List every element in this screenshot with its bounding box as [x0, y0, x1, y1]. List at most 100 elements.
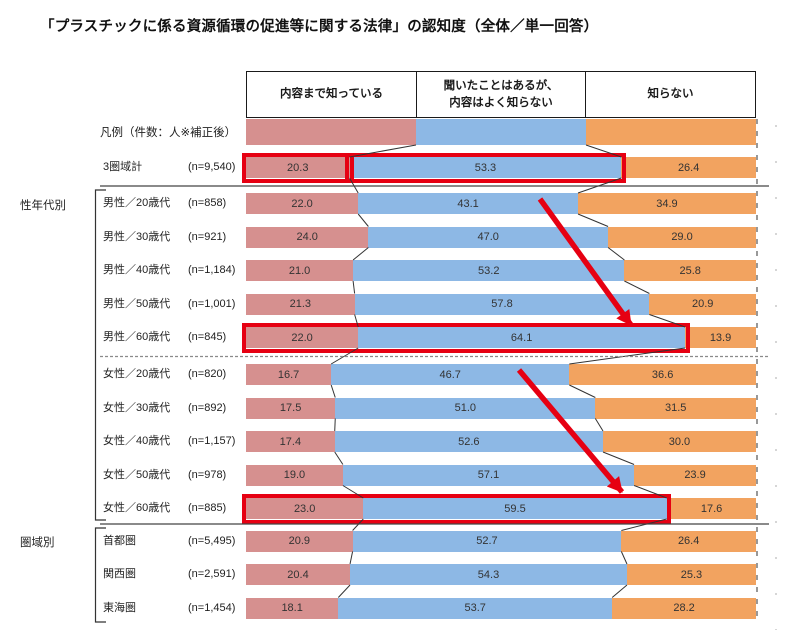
row-label: 男性／50歳代	[103, 297, 171, 310]
segment-heard-but-unknown: 57.8	[354, 293, 650, 315]
segment-heard-but-unknown: 57.1	[342, 464, 635, 486]
row-n-count: (n=2,591)	[188, 568, 236, 580]
segment-dont-know: 29.0	[608, 226, 756, 248]
row-label: 男性／20歳代	[103, 197, 171, 209]
segment-know-content: 20.3	[246, 157, 350, 178]
segment-dont-know: 30.0	[602, 431, 756, 452]
row-label: 女性／30歳代	[103, 401, 171, 414]
segment-know-content: 17.4	[246, 431, 335, 452]
segment-know-content: 21.3	[246, 293, 355, 315]
segment-know-content: 17.5	[246, 397, 336, 419]
segment-know-content: 21.0	[246, 260, 354, 281]
row-label: 男性／40歳代	[103, 264, 171, 276]
row-n-count: (n=9,540)	[188, 161, 236, 173]
stacked-bar: 23.0 59.5 17.6	[246, 498, 757, 519]
segment-heard-but-unknown: 46.7	[331, 364, 570, 385]
segment-dont-know: 36.6	[569, 364, 756, 385]
segment-dont-know-swatch	[586, 119, 756, 145]
row-label: 女性／50歳代	[103, 468, 171, 481]
row-label: 女性／20歳代	[103, 368, 171, 380]
legend-header-dont-know: 知らない	[585, 71, 756, 118]
row-n-count: (n=858)	[188, 197, 227, 209]
row-n-count: (n=1,157)	[188, 435, 236, 447]
row-label: 関西圏	[103, 568, 136, 580]
segment-know-content: 19.0	[246, 464, 343, 486]
legend-header-heard-only: 聞いたことはあるが、 内容はよく知らない	[415, 71, 587, 118]
group-label-region: 圏域別	[20, 537, 55, 549]
row-n-count: (n=885)	[188, 502, 227, 514]
row-n-count: (n=921)	[188, 230, 227, 243]
segment-dont-know: 31.5	[595, 397, 756, 419]
row-n-count: (n=845)	[188, 331, 227, 343]
row-label: 女性／60歳代	[103, 502, 171, 514]
stacked-bar: 16.7 46.7 36.6	[246, 364, 756, 385]
segment-dont-know: 17.6	[666, 498, 757, 519]
legend-header-know-content: 内容まで知っている	[246, 71, 417, 118]
row-label: 東海圏	[103, 601, 136, 614]
segment-heard-but-unknown: 53.3	[349, 157, 622, 178]
segment-dont-know: 23.9	[634, 464, 756, 486]
row-label: 男性／60歳代	[103, 331, 171, 343]
group-label-gender-age: 性年代別	[20, 200, 66, 212]
segment-heard-but-unknown: 51.0	[335, 397, 596, 419]
segment-dont-know: 26.4	[621, 530, 756, 552]
segment-heard-but-unknown: 47.0	[368, 226, 609, 248]
stacked-bar: 22.0 64.1 13.9	[246, 327, 756, 348]
segment-heard-but-unknown-swatch	[416, 119, 586, 145]
stacked-bar: 21.3 57.8 20.9	[246, 293, 756, 315]
legend-row-label: 凡例（件数：人※補正後）	[100, 127, 237, 139]
row-n-count: (n=892)	[188, 401, 227, 414]
row-label: 3圏域計	[103, 161, 143, 173]
segment-know-content: 22.0	[246, 327, 359, 348]
segment-know-content: 23.0	[246, 498, 364, 519]
segment-know-content: 20.4	[246, 564, 351, 585]
legend-header: 内容まで知っている 聞いたことはあるが、 内容はよく知らない 知らない	[246, 71, 756, 118]
segment-heard-but-unknown: 59.5	[363, 498, 667, 519]
segment-dont-know: 25.8	[624, 260, 756, 281]
segment-dont-know: 28.2	[612, 597, 756, 619]
segment-know-content: 24.0	[246, 226, 369, 248]
segment-dont-know: 26.4	[621, 157, 756, 178]
stacked-bar: 20.4 54.3 25.3	[246, 564, 756, 585]
chart-title: 「プラスチックに係る資源循環の促進等に関する法律」の認知度（全体／単一回答）	[40, 19, 599, 35]
segment-heard-but-unknown: 53.7	[338, 597, 613, 619]
segment-know-content-swatch	[246, 119, 416, 145]
segment-heard-but-unknown: 52.7	[352, 530, 622, 552]
segment-dont-know: 13.9	[685, 327, 756, 348]
segment-dont-know: 20.9	[649, 293, 756, 315]
segment-know-content: 20.9	[246, 530, 353, 552]
segment-heard-but-unknown: 53.2	[353, 260, 625, 281]
row-n-count: (n=1,184)	[188, 264, 236, 276]
stacked-bar: 17.4 52.6 30.0	[246, 431, 756, 452]
row-n-count: (n=978)	[188, 468, 227, 481]
legend-header-heard-only-line1: 聞いたことはあるが、	[443, 79, 559, 92]
row-label: 男性／30歳代	[103, 230, 171, 243]
stacked-bar: 17.5 51.0 31.5	[246, 397, 756, 419]
segment-dont-know: 25.3	[626, 564, 756, 585]
row-n-count: (n=5,495)	[188, 534, 236, 547]
segment-heard-but-unknown: 64.1	[358, 327, 686, 348]
legend-header-dont-know-label: 知らない	[647, 88, 694, 101]
stacked-bar: 18.1 53.7 28.2	[246, 597, 756, 619]
segment-heard-but-unknown: 52.6	[334, 431, 603, 452]
segment-heard-but-unknown: 54.3	[350, 564, 627, 585]
row-n-count: (n=1,454)	[188, 601, 236, 614]
segment-know-content: 22.0	[246, 193, 359, 214]
stacked-bar: 20.3 53.3 26.4	[246, 157, 756, 178]
stacked-bar: 20.9 52.7 26.4	[246, 530, 756, 552]
row-n-count: (n=820)	[188, 368, 227, 380]
legend-header-know-content-label: 内容まで知っている	[280, 88, 383, 101]
segment-know-content: 18.1	[246, 597, 339, 619]
legend-swatch-bar	[246, 119, 756, 145]
row-label: 首都圏	[103, 534, 136, 547]
stacked-bar: 21.0 53.2 25.8	[246, 260, 756, 281]
row-n-count: (n=1,001)	[188, 297, 236, 310]
stacked-bar: 19.0 57.1 23.9	[246, 464, 756, 486]
stacked-bar: 24.0 47.0 29.0	[246, 226, 756, 248]
legend-header-heard-only-line2: 内容はよく知らない	[449, 96, 553, 109]
row-label: 女性／40歳代	[103, 435, 171, 447]
segment-know-content: 16.7	[246, 364, 332, 385]
stacked-bar: 22.0 43.1 34.9	[246, 193, 756, 214]
